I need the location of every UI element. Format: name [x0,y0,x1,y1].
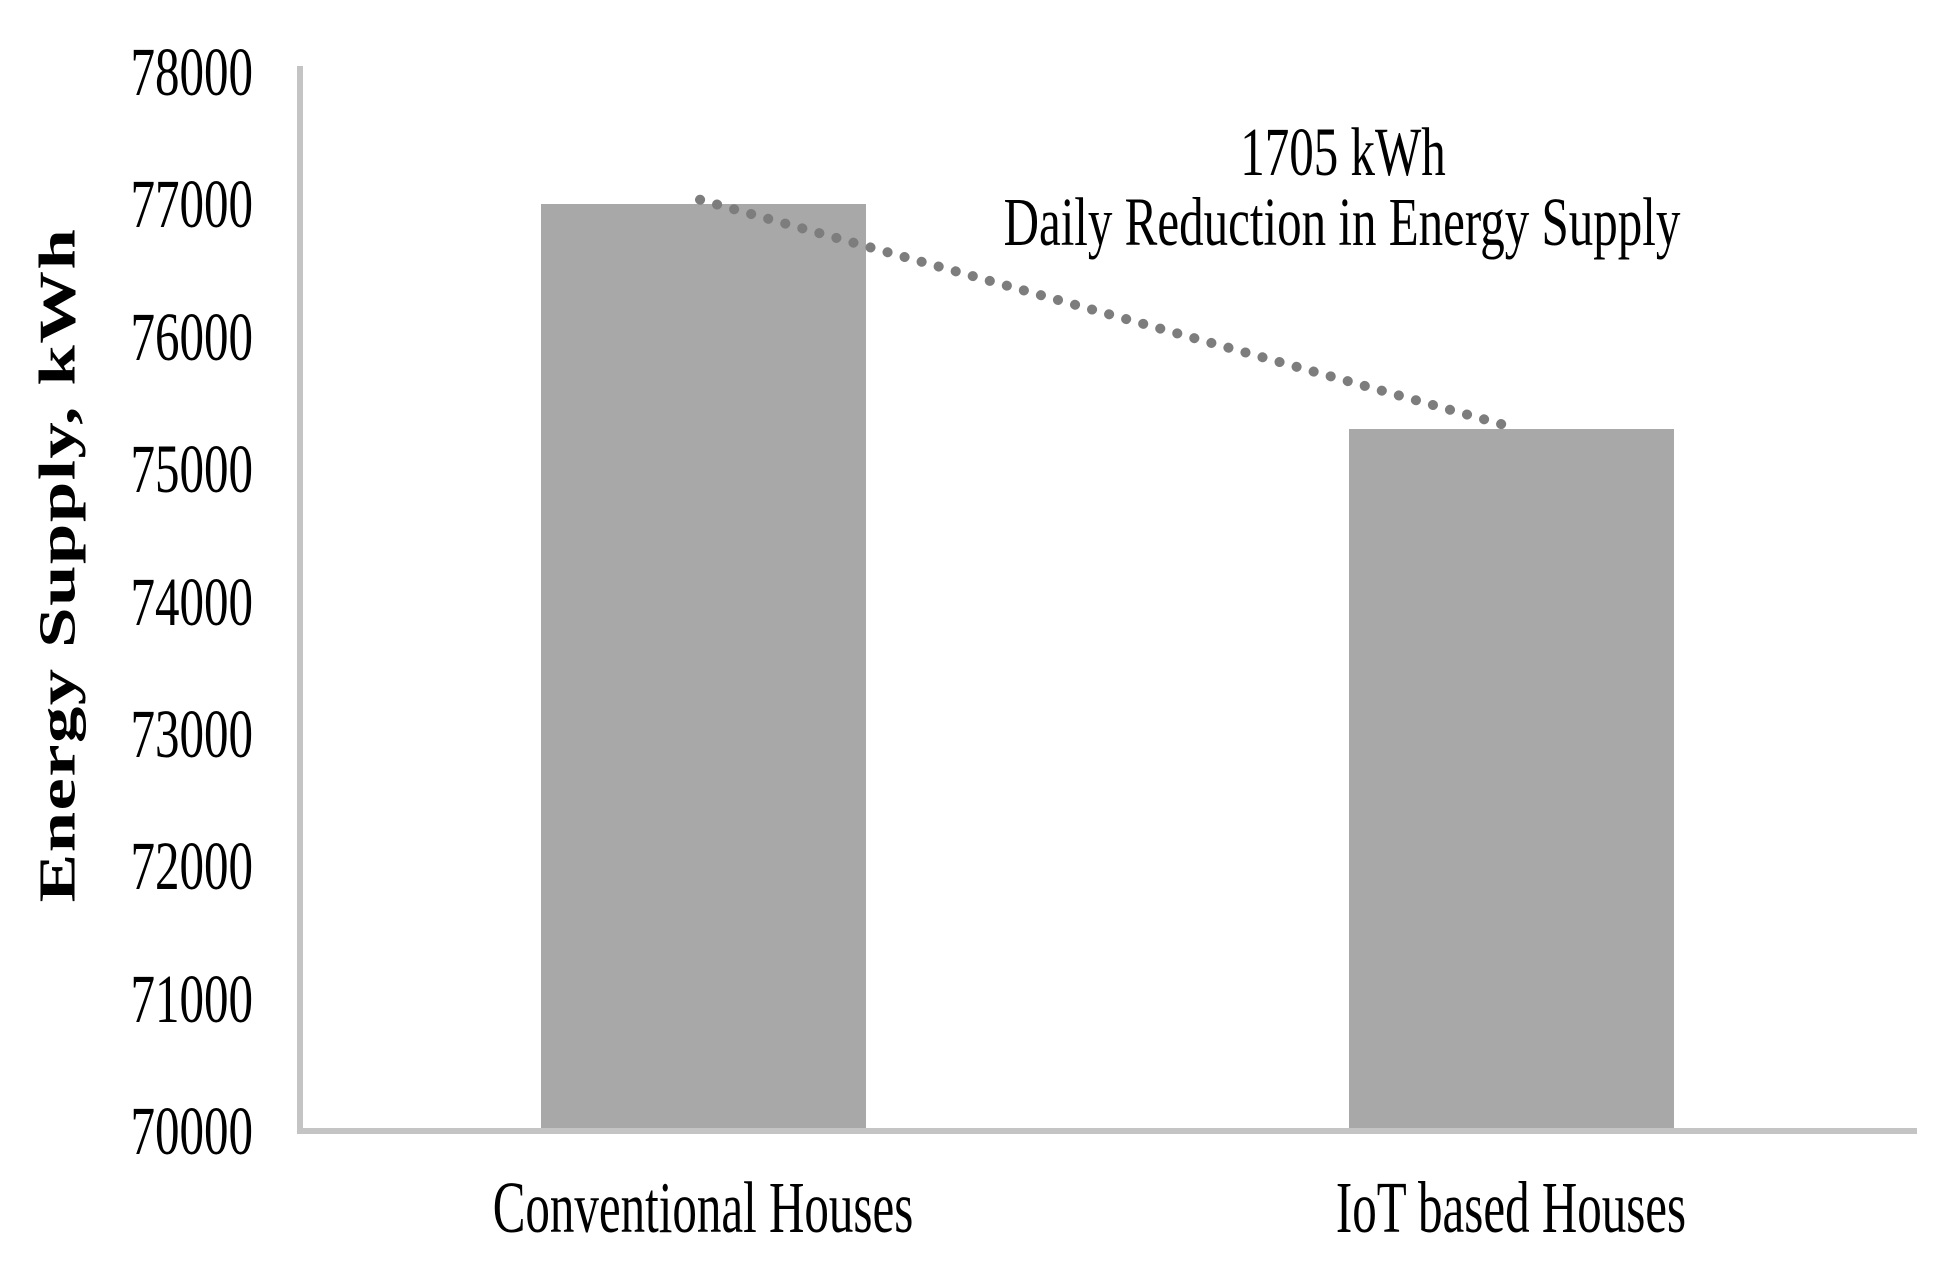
x-category-label-iot-based-houses: IoT based Houses [1335,1165,1687,1249]
x-axis-line [297,1128,1917,1134]
y-tick-label: 76000 [130,298,254,376]
y-tick-label: 75000 [130,430,254,508]
y-axis-title: Energy Supply, kWh [29,227,87,903]
bar-iot-based-houses [1348,429,1674,1128]
annotation-reduction-caption: Daily Reduction in Energy Supply [1003,183,1681,261]
y-tick-label: 71000 [130,960,254,1038]
y-tick-label: 78000 [130,33,254,111]
y-tick-label: 70000 [130,1092,254,1170]
bar-conventional-houses [540,203,866,1128]
y-tick-label: 74000 [130,563,254,640]
y-tick-label: 72000 [130,827,254,905]
y-axis-line [297,66,303,1134]
y-tick-label: 77000 [130,165,254,243]
annotation-reduction-value: 1705 kWh [1240,113,1446,191]
y-tick-label: 73000 [130,695,254,773]
x-category-label-conventional-houses: Conventional Houses [492,1165,914,1249]
